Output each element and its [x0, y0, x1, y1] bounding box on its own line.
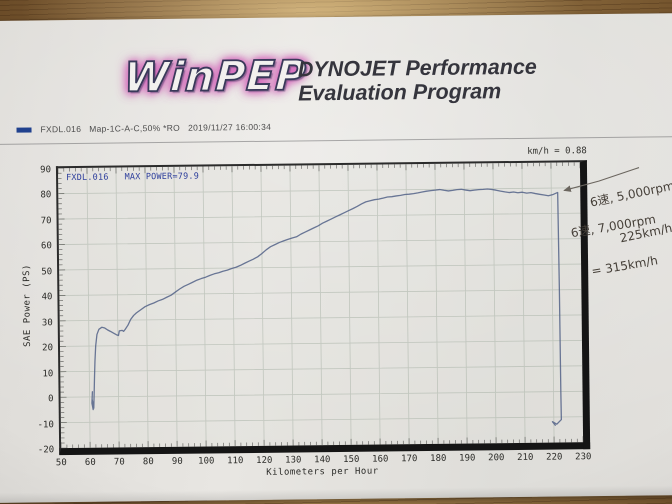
legend-swatch — [16, 127, 32, 133]
x-tick-label: 160 — [372, 454, 389, 465]
x-tick-label: 120 — [256, 455, 273, 466]
program-title: DYNOJET Performance Evaluation Program — [297, 54, 537, 106]
paper-sheet: WinPEP DYNOJET Performance Evaluation Pr… — [0, 13, 672, 503]
max-power-label: FXDL.016 MAX POWER=79.9 — [66, 171, 200, 184]
note2-line2: = 315km/h — [590, 253, 659, 279]
winpep-logo: WinPEP — [122, 50, 309, 102]
x-tick-label: 100 — [198, 456, 215, 467]
x-tick-label: 50 — [55, 458, 67, 469]
program-title-line2: Evaluation Program — [297, 78, 502, 106]
x-tick-label: 170 — [401, 454, 418, 465]
axis-ticks — [57, 162, 584, 449]
grid-lines — [58, 162, 583, 448]
x-tick-label: 190 — [459, 453, 476, 464]
y-tick-label: 0 — [48, 394, 54, 405]
x-tick-label: 220 — [546, 452, 563, 463]
y-tick-label: -20 — [37, 445, 55, 456]
x-tick-label: 90 — [171, 456, 183, 467]
separator-line — [0, 136, 672, 145]
x-tick-label: 180 — [430, 453, 447, 464]
x-tick-label: 110 — [227, 456, 244, 467]
program-title-line1: DYNOJET Performance — [297, 54, 537, 82]
x-tick-label: 70 — [113, 457, 125, 468]
trace-legend: FXDL.016 Map-1C-A-C,50% *RO 2019/11/27 1… — [16, 122, 271, 137]
x-tick-label: 130 — [285, 455, 302, 466]
x-tick-label: 200 — [488, 453, 505, 464]
x-tick-label: 140 — [314, 455, 331, 466]
plot-area — [57, 162, 584, 449]
x-tick-label: 60 — [84, 457, 96, 468]
x-tick-label: 230 — [575, 452, 592, 463]
note2-line1: 6速, 7,000rpm — [569, 211, 657, 240]
y-tick-label: 80 — [40, 190, 52, 201]
speed-ratio-readout: km/h = 0.88 — [527, 146, 587, 157]
legend-label: FXDL.016 Map-1C-A-C,50% *RO 2019/11/27 1… — [40, 121, 272, 135]
power-curve — [91, 188, 562, 426]
x-tick-label: 150 — [343, 454, 360, 465]
y-tick-label: 90 — [40, 165, 52, 176]
x-tick-label: 210 — [517, 452, 534, 463]
y-axis-title: SAE Power (PS) — [22, 264, 33, 348]
x-tick-label: 80 — [142, 457, 154, 468]
y-tick-label: -10 — [37, 419, 54, 430]
handwritten-note-2: 6速, 7,000rpm = 315km/h — [565, 185, 668, 308]
dyno-chart: FXDL.016 MAX POWER=79.9 — [55, 160, 591, 456]
